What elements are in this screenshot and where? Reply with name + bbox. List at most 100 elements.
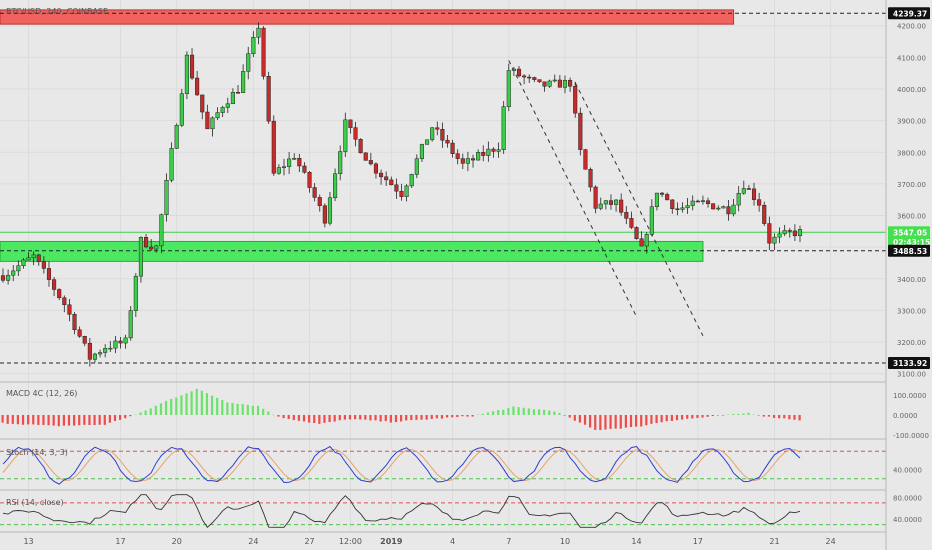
candle-body[interactable] — [348, 119, 353, 128]
candle-body[interactable] — [394, 184, 399, 192]
candle-body[interactable] — [179, 93, 184, 126]
candle-body[interactable] — [266, 75, 271, 122]
candle-body[interactable] — [757, 199, 762, 206]
candle-body[interactable] — [225, 103, 230, 108]
candle-body[interactable] — [476, 152, 481, 161]
candle-body[interactable] — [562, 79, 568, 88]
rsi-pane[interactable]: 80.0000 40.0000 — [0, 494, 922, 528]
candle-body[interactable] — [639, 238, 644, 247]
candle-body[interactable] — [675, 208, 680, 211]
candle-body[interactable] — [430, 127, 435, 141]
candle-body[interactable] — [670, 199, 675, 210]
candle-body[interactable] — [138, 236, 143, 277]
candle-body[interactable] — [716, 207, 721, 210]
candle-body[interactable] — [11, 270, 16, 276]
candle-body[interactable] — [527, 76, 532, 79]
candle-body[interactable] — [695, 200, 700, 203]
candle-body[interactable] — [353, 127, 358, 140]
candle-body[interactable] — [210, 117, 215, 130]
candle-body[interactable] — [634, 227, 639, 239]
candle-body[interactable] — [578, 112, 583, 150]
candle-body[interactable] — [52, 279, 57, 290]
candle-body[interactable] — [103, 348, 108, 353]
price-pane[interactable] — [0, 9, 886, 367]
candle-body[interactable] — [481, 152, 486, 156]
candle-body[interactable] — [251, 36, 256, 54]
candle-body[interactable] — [511, 68, 516, 71]
candle-body[interactable] — [777, 233, 782, 238]
candle-body[interactable] — [215, 112, 220, 119]
candle-body[interactable] — [57, 289, 62, 299]
candle-body[interactable] — [532, 77, 537, 80]
candle-body[interactable] — [644, 234, 649, 247]
candle-body[interactable] — [619, 199, 624, 213]
candle-body[interactable] — [200, 94, 205, 113]
candle-body[interactable] — [333, 173, 338, 199]
candle-body[interactable] — [440, 128, 445, 141]
candle-body[interactable] — [322, 205, 327, 224]
candle-body[interactable] — [522, 75, 527, 78]
candle-body[interactable] — [149, 246, 154, 250]
candle-body[interactable] — [731, 204, 736, 215]
candle-body[interactable] — [169, 148, 174, 181]
candle-body[interactable] — [246, 53, 251, 72]
candle-body[interactable] — [87, 342, 92, 360]
candle-body[interactable] — [195, 77, 200, 96]
candle-body[interactable] — [327, 197, 333, 224]
candle-body[interactable] — [593, 186, 598, 209]
candle-body[interactable] — [220, 107, 225, 113]
price-axis[interactable]: 4200.00 4100.00 4000.00 3900.00 3800.00 3700.… — [888, 7, 930, 379]
candle-body[interactable] — [797, 229, 803, 237]
candle-body[interactable] — [552, 79, 557, 82]
candle-body[interactable] — [435, 127, 440, 130]
candle-body[interactable] — [654, 192, 659, 207]
candle-body[interactable] — [271, 120, 276, 174]
candle-body[interactable] — [317, 197, 322, 206]
candle-body[interactable] — [603, 200, 608, 205]
candle-body[interactable] — [123, 337, 128, 344]
candle-body[interactable] — [491, 148, 496, 152]
candle-body[interactable] — [363, 152, 368, 161]
candle-body[interactable] — [118, 340, 123, 344]
candle-body[interactable] — [128, 310, 133, 339]
candle-body[interactable] — [368, 160, 373, 165]
candle-body[interactable] — [399, 190, 404, 197]
candle-body[interactable] — [419, 144, 424, 160]
candle-body[interactable] — [409, 174, 414, 187]
candle-body[interactable] — [307, 172, 312, 188]
candle-body[interactable] — [154, 245, 159, 250]
candle-body[interactable] — [547, 80, 552, 87]
candle-body[interactable] — [159, 214, 164, 247]
candle-body[interactable] — [98, 352, 103, 355]
support-zone[interactable] — [0, 240, 704, 262]
candle-body[interactable] — [21, 259, 26, 266]
macd-pane[interactable]: 100.0000 0.0000 -100.0000 — [1, 388, 929, 440]
candle-body[interactable] — [379, 172, 384, 178]
candle-body[interactable] — [276, 167, 281, 174]
candle-body[interactable] — [736, 192, 741, 206]
candle-body[interactable] — [782, 230, 787, 235]
candle-body[interactable] — [230, 91, 235, 105]
candle-body[interactable] — [16, 265, 21, 272]
candle-body[interactable] — [486, 148, 491, 156]
candle-body[interactable] — [751, 188, 757, 200]
candle-body[interactable] — [690, 200, 695, 206]
candle-body[interactable] — [588, 168, 593, 188]
candle-body[interactable] — [568, 79, 573, 87]
candle-body[interactable] — [312, 187, 317, 198]
candle-body[interactable] — [542, 81, 547, 87]
candle-body[interactable] — [184, 54, 189, 94]
candle-body[interactable] — [680, 207, 685, 210]
candle-body[interactable] — [404, 185, 409, 197]
candle-body[interactable] — [614, 199, 619, 205]
candle-body[interactable] — [113, 340, 118, 349]
candle-body[interactable] — [261, 27, 266, 77]
stoch-pane[interactable]: 40.0000 — [0, 445, 922, 485]
candle-body[interactable] — [721, 206, 726, 209]
candle-body[interactable] — [598, 203, 603, 209]
candle-body[interactable] — [281, 166, 287, 168]
candle-body[interactable] — [424, 139, 430, 145]
candle-body[interactable] — [384, 176, 389, 181]
candle-body[interactable] — [6, 274, 11, 281]
resistance-zone[interactable] — [0, 9, 735, 25]
